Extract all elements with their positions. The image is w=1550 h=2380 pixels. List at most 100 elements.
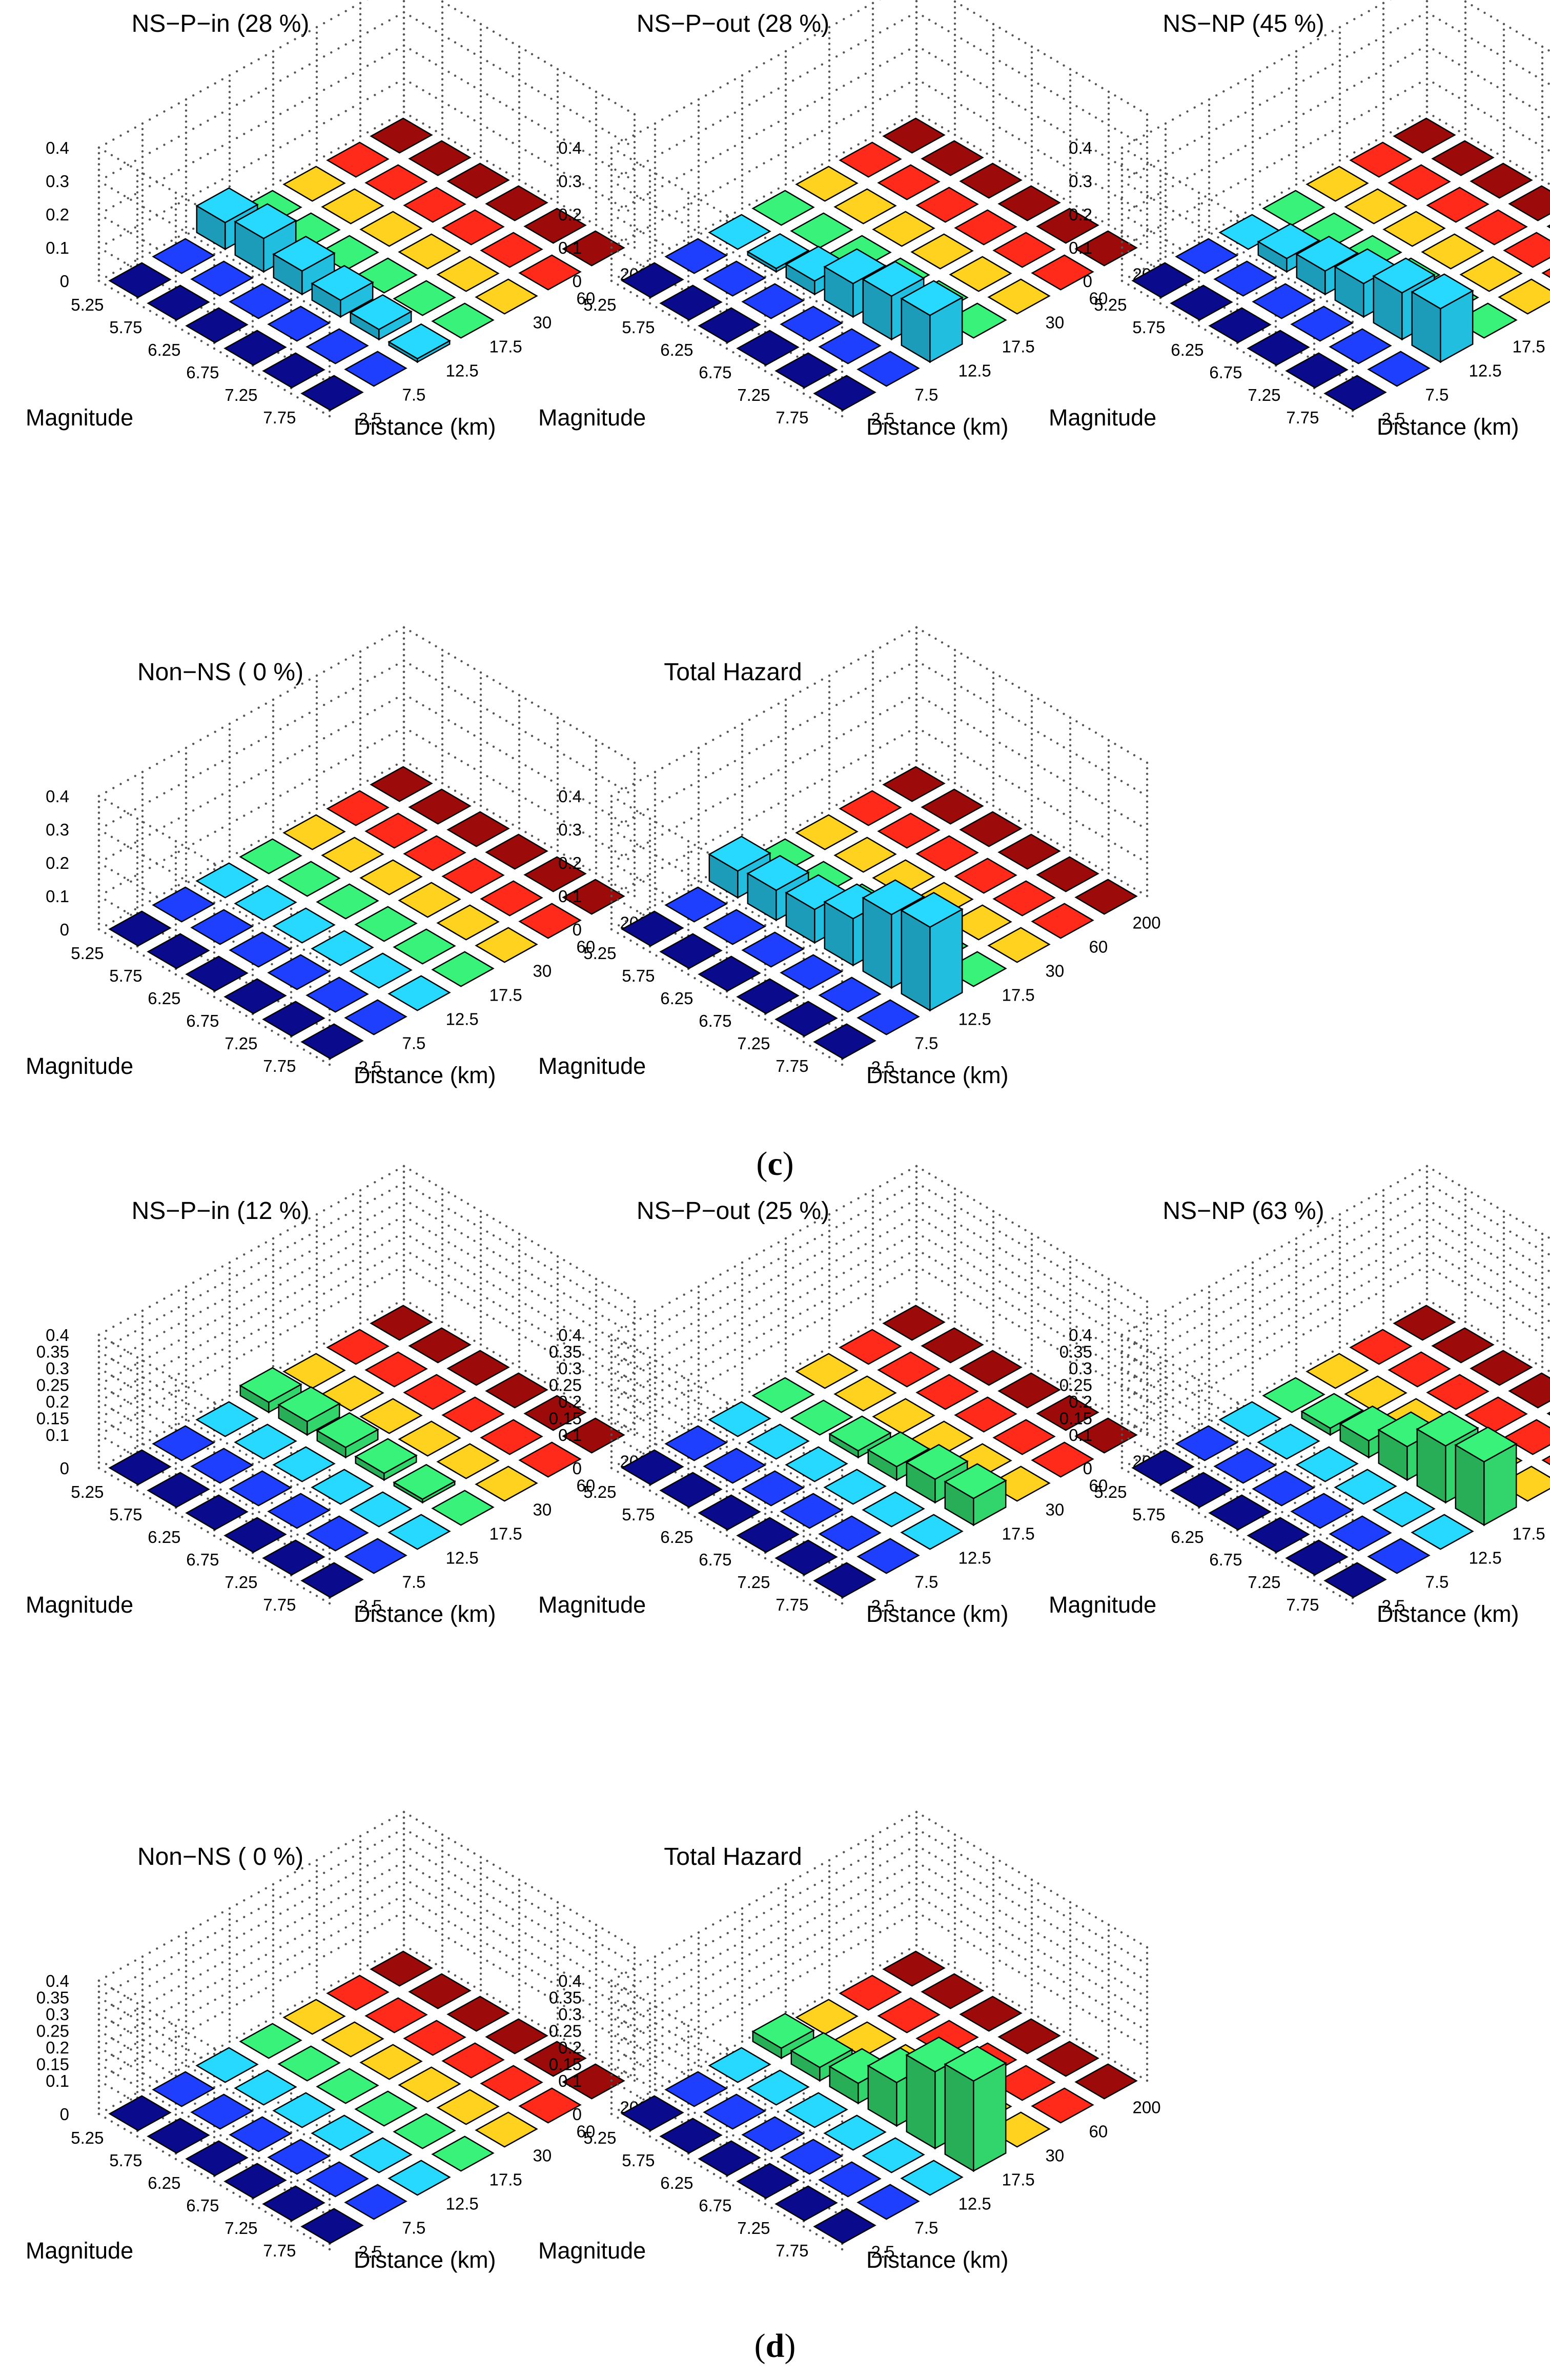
magnitude-tick-label: 7.25 <box>225 2219 257 2237</box>
z-tick-label: 0.2 <box>46 853 69 872</box>
magnitude-tick-label: 7.25 <box>737 1573 770 1592</box>
z-tick-label: 0 <box>573 1459 582 1478</box>
bar-m6.75-d200 <box>485 1372 548 1409</box>
bar-m7.25-d30 <box>436 2089 500 2125</box>
bar-m5.25-d60 <box>326 790 390 826</box>
distance-tick-label: 17.5 <box>490 2170 522 2189</box>
z-tick-label: 0.2 <box>1069 1392 1092 1411</box>
bar-m5.75-d7.5 <box>703 1448 766 1484</box>
bar-m6.25-d2.5 <box>1208 307 1272 343</box>
bar-m6.25-d30 <box>872 211 935 247</box>
distance-tick-label: 12.5 <box>958 1010 991 1029</box>
bar-m6.25-d30 <box>359 1398 423 1434</box>
bar-m5.25-d200 <box>882 1305 946 1341</box>
bar-m6.75-d200 <box>997 185 1061 221</box>
z-tick-label: 0.35 <box>549 1988 582 2007</box>
distance-tick-label: 30 <box>1046 2146 1065 2165</box>
bar-m5.25-d30 <box>282 1999 346 2035</box>
magnitude-tick-label: 5.75 <box>622 966 655 985</box>
bar-m6.75-d12.5 <box>311 930 374 966</box>
y-axis-label: Distance (km) <box>354 1062 496 1088</box>
bar-m6.75-d12.5 <box>1334 1469 1397 1505</box>
bar-m6.75-d200 <box>1508 185 1550 221</box>
magnitude-tick-label: 7.25 <box>225 1034 257 1053</box>
distance-tick-label: 2.5 <box>359 2243 382 2262</box>
z-tick-label: 0 <box>60 1459 69 1478</box>
bar-m6.75-d7.5 <box>267 2139 331 2175</box>
magnitude-tick-label: 5.25 <box>71 1482 104 1501</box>
bar-m7.25-d200 <box>523 856 587 892</box>
bar-m5.25-d30 <box>1306 166 1369 202</box>
distance-tick-label: 2.5 <box>871 1058 895 1077</box>
bar-m6.75-d2.5 <box>736 330 800 366</box>
distance-tick-label: 30 <box>533 313 552 332</box>
bar-m7.75-d200 <box>562 1417 625 1454</box>
bar-m7.75-d7.5 <box>856 2184 920 2220</box>
bar-m7.75-d30 <box>475 2111 538 2148</box>
bar-m5.75-d2.5 <box>147 2118 210 2154</box>
bar-m7.75-d12.5 <box>900 1514 964 1550</box>
bar-m5.75-d7.5 <box>1213 1448 1277 1484</box>
bar-m7.75-d2.5 <box>813 1023 876 1060</box>
bar-m5.25-d12.5 <box>1218 1401 1282 1437</box>
bars <box>108 766 625 1060</box>
distance-tick-label: 30 <box>533 962 552 981</box>
bar-m7.25-d30 <box>436 1443 500 1479</box>
x-axis-label: Magnitude <box>538 404 646 431</box>
bar-m5.75-d60 <box>1388 164 1451 200</box>
bar-m6.25-d60 <box>1426 1374 1490 1410</box>
bar-m5.25-d2.5 <box>621 910 684 947</box>
bar-m5.75-d12.5 <box>234 1423 297 1460</box>
magnitude-tick-label: 5.75 <box>622 1505 655 1524</box>
magnitude-tick-label: 5.75 <box>109 966 142 985</box>
distance-tick-label: 7.5 <box>402 1034 426 1053</box>
y-axis-label: Distance (km) <box>1377 414 1519 440</box>
magnitude-tick-label: 7.25 <box>225 1573 257 1592</box>
z-tick-label: 0.15 <box>1059 1409 1092 1428</box>
bar-m7.25-d12.5 <box>862 1491 925 1528</box>
z-tick-label: 0.4 <box>1069 1326 1092 1345</box>
magnitude-tick-label: 7.75 <box>776 408 808 427</box>
bar-m5.25-d17.5 <box>239 2023 302 2059</box>
bars <box>108 1305 625 1598</box>
bar-m7.25-d2.5 <box>774 1001 838 1037</box>
z-tick-label: 0.25 <box>36 1376 69 1395</box>
bar-m6.75-d7.5 <box>780 954 843 990</box>
x-axis-label: Magnitude <box>538 1053 646 1079</box>
distance-tick-label: 17.5 <box>1002 1524 1035 1543</box>
bar-m7.75-d12.5 <box>388 1514 451 1550</box>
bar-m5.25-d12.5 <box>708 1401 771 1437</box>
z-tick-label: 0.1 <box>558 887 582 906</box>
z-tick-label: 0.35 <box>549 1342 582 1361</box>
magnitude-tick-label: 6.25 <box>148 2173 180 2192</box>
bar-m5.75-d30 <box>321 837 384 873</box>
magnitude-tick-label: 5.75 <box>1132 1505 1165 1524</box>
magnitude-tick-label: 7.75 <box>263 1595 296 1614</box>
magnitude-tick-label: 7.75 <box>1286 1595 1319 1614</box>
z-tick-label: 0.4 <box>46 1971 69 1990</box>
bar-m7.75-d2.5 <box>300 1023 364 1060</box>
panel-3: Non−NS ( 0 %) 0 0.1 0.2 0.3 0.4 5.25 5.75 6.25 6.… <box>26 626 648 1088</box>
bar-m5.75-d17.5 <box>277 2045 341 2082</box>
bar-m7.75-d60 <box>1031 2087 1094 2124</box>
z-tick-label: 0.15 <box>549 1409 582 1428</box>
bar-m6.25-d200 <box>1470 162 1533 199</box>
bars <box>108 117 625 411</box>
z-tick-label: 0.2 <box>558 2038 582 2057</box>
bar-m7.25-d17.5 <box>393 280 456 316</box>
z-tick-label: 0.3 <box>46 2005 69 2024</box>
grid-dots <box>610 0 1149 418</box>
bar-m5.25-d7.5 <box>664 886 728 923</box>
bar-m7.75-d7.5 <box>856 351 920 387</box>
z-tick-label: 0.25 <box>549 1376 582 1395</box>
bar-m7.75-d60 <box>518 254 582 291</box>
bar-m7.25-d60 <box>480 2065 543 2101</box>
y-axis-label: Distance (km) <box>866 1062 1009 1088</box>
bar-m6.75-d7.5 <box>1290 306 1354 342</box>
y-axis-label: Distance (km) <box>354 1601 496 1627</box>
bar-m7.75-d2.5 <box>1323 375 1387 411</box>
bar-m7.25-d7.5 <box>818 2161 882 2198</box>
bar-m7.25-d200 <box>1546 224 1550 229</box>
bar-m5.25-d17.5 <box>239 1367 302 1414</box>
bar-m7.75-d60 <box>518 1441 582 1478</box>
